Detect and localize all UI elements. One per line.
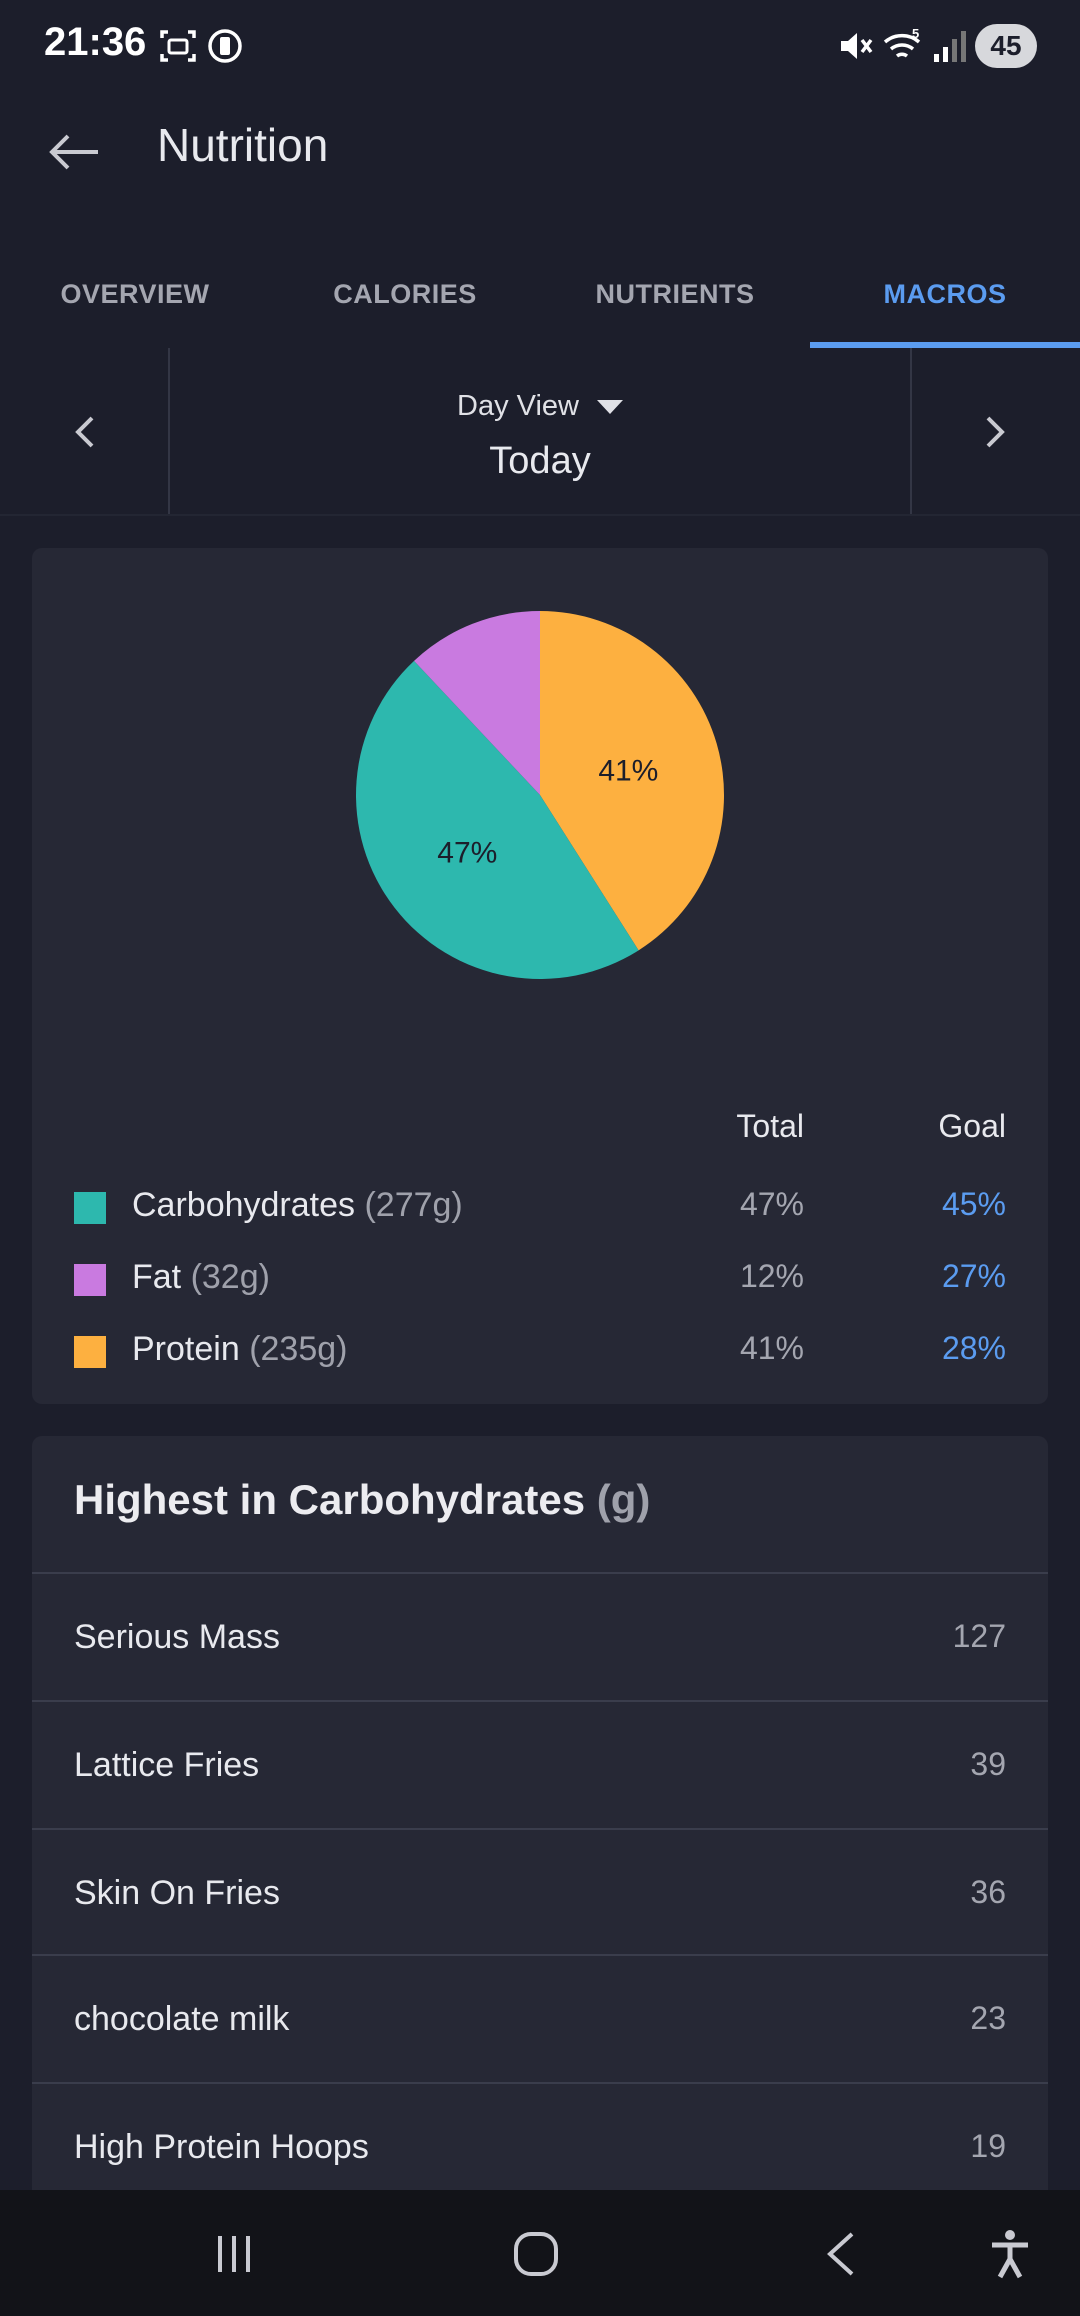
macro-row-protein[interactable]: Protein (235g) 41% 28%: [32, 1316, 1048, 1388]
food-value: 19: [970, 2128, 1006, 2164]
pie-label-carbohydrates: 47%: [437, 836, 497, 869]
macro-grams: (277g): [364, 1186, 463, 1224]
macro-goal: 45%: [941, 1186, 1006, 1222]
divider: [32, 1954, 1048, 1956]
home-button[interactable]: [496, 2220, 576, 2288]
divider: [32, 1700, 1048, 1702]
macro-name: Fat: [132, 1258, 182, 1296]
home-icon: [514, 2232, 558, 2276]
macro-label: Protein (235g): [132, 1330, 347, 1369]
previous-day-button[interactable]: [48, 396, 120, 468]
pie-slice-fat[interactable]: [414, 611, 540, 795]
macro-name: Protein: [132, 1330, 240, 1368]
food-value: 127: [952, 1618, 1006, 1654]
mute-icon: [841, 33, 873, 59]
recents-button[interactable]: [194, 2220, 274, 2288]
macro-goal: 28%: [941, 1330, 1006, 1366]
protein-swatch: [74, 1336, 106, 1368]
macro-total: 12%: [739, 1258, 804, 1294]
food-name: Lattice Fries: [74, 1746, 260, 1784]
status-bar: 21:36 5 45: [0, 0, 1080, 92]
date-navigator: Day View Today: [0, 348, 1080, 516]
macros-pie-chart: 41% 47%: [356, 611, 724, 979]
alarm-icon: [208, 29, 242, 63]
battery-indicator: 45: [975, 24, 1037, 68]
food-row[interactable]: High Protein Hoops 19: [32, 2084, 1048, 2210]
food-name: Serious Mass: [74, 1618, 280, 1656]
divider: [32, 1572, 1048, 1574]
highest-carbs-card: Highest in Carbohydrates (g) Serious Mas…: [32, 1436, 1048, 2316]
food-value: 36: [970, 1874, 1006, 1910]
macro-goal: 27%: [941, 1258, 1006, 1294]
system-back-button[interactable]: [800, 2220, 880, 2288]
macro-label: Fat (32g): [132, 1258, 270, 1297]
carbohydrates-swatch: [74, 1192, 106, 1224]
food-name: High Protein Hoops: [74, 2128, 369, 2166]
pie-label-protein: 41%: [598, 754, 658, 787]
macro-total: 47%: [739, 1186, 804, 1222]
day-view-dropdown[interactable]: Day View: [0, 390, 1080, 423]
macro-total: 41%: [739, 1330, 804, 1366]
accessibility-button[interactable]: [970, 2220, 1050, 2288]
back-button[interactable]: [36, 114, 112, 190]
highest-title-text: Highest in Carbohydrates: [74, 1476, 586, 1523]
food-row[interactable]: Lattice Fries 39: [32, 1702, 1048, 1828]
highest-title: Highest in Carbohydrates (g): [74, 1476, 650, 1524]
food-row[interactable]: chocolate milk 23: [32, 1956, 1048, 2082]
macro-grams: (32g): [190, 1258, 270, 1296]
divider: [0, 514, 1080, 516]
food-name: Skin On Fries: [74, 1874, 280, 1912]
macro-row-carbohydrates[interactable]: Carbohydrates (277g) 47% 45%: [32, 1172, 1048, 1244]
svg-text:5: 5: [912, 26, 919, 41]
signal-icon: [934, 31, 966, 62]
page-title: Nutrition: [157, 119, 329, 171]
wifi-icon: 5: [883, 26, 921, 58]
food-row[interactable]: Serious Mass 127: [32, 1574, 1048, 1700]
day-view-label: Day View: [457, 390, 579, 422]
tab-calories[interactable]: CALORIES: [333, 278, 477, 309]
tab-macros[interactable]: MACROS: [810, 240, 1080, 348]
divider: [910, 348, 912, 516]
tab-nutrients[interactable]: NUTRIENTS: [595, 278, 755, 309]
pie-slice-carbohydrates[interactable]: [356, 660, 639, 979]
chevron-left-icon: [75, 416, 94, 448]
highest-title-unit: (g): [596, 1476, 651, 1523]
food-value: 23: [970, 2000, 1006, 2036]
back-icon: [827, 2232, 854, 2276]
food-row[interactable]: Skin On Fries 36: [32, 1830, 1048, 1956]
status-time: 21:36: [44, 20, 147, 64]
arrow-left-icon: [49, 134, 98, 170]
system-nav-bar: [0, 2190, 1080, 2316]
next-day-button[interactable]: [960, 396, 1032, 468]
tab-bar: OVERVIEW CALORIES NUTRIENTS MACROS: [0, 240, 1080, 348]
total-header: Total: [736, 1108, 804, 1144]
food-value: 39: [970, 1746, 1006, 1782]
divider: [32, 2082, 1048, 2084]
macros-card: 41% 47% Total Goal Carbohydrates (277g) 4…: [32, 548, 1048, 1404]
macro-grams: (235g): [249, 1330, 348, 1368]
divider: [32, 1828, 1048, 1830]
accessibility-icon: [992, 2230, 1028, 2279]
app-bar: Nutrition: [0, 92, 1080, 212]
recents-icon: [218, 2236, 250, 2272]
fat-swatch: [74, 1264, 106, 1296]
caret-down-icon: [596, 400, 623, 415]
macro-row-fat[interactable]: Fat (32g) 12% 27%: [32, 1244, 1048, 1316]
pie-slice-protein[interactable]: [540, 611, 724, 951]
macro-name: Carbohydrates: [132, 1186, 356, 1224]
screenshot-icon: [160, 30, 196, 62]
macro-label: Carbohydrates (277g): [132, 1186, 463, 1225]
divider: [168, 348, 170, 516]
chevron-right-icon: [986, 416, 1005, 448]
date-label: Today: [489, 440, 591, 482]
food-name: chocolate milk: [74, 2000, 290, 2038]
goal-header: Goal: [938, 1108, 1006, 1144]
tab-overview[interactable]: OVERVIEW: [60, 278, 210, 309]
